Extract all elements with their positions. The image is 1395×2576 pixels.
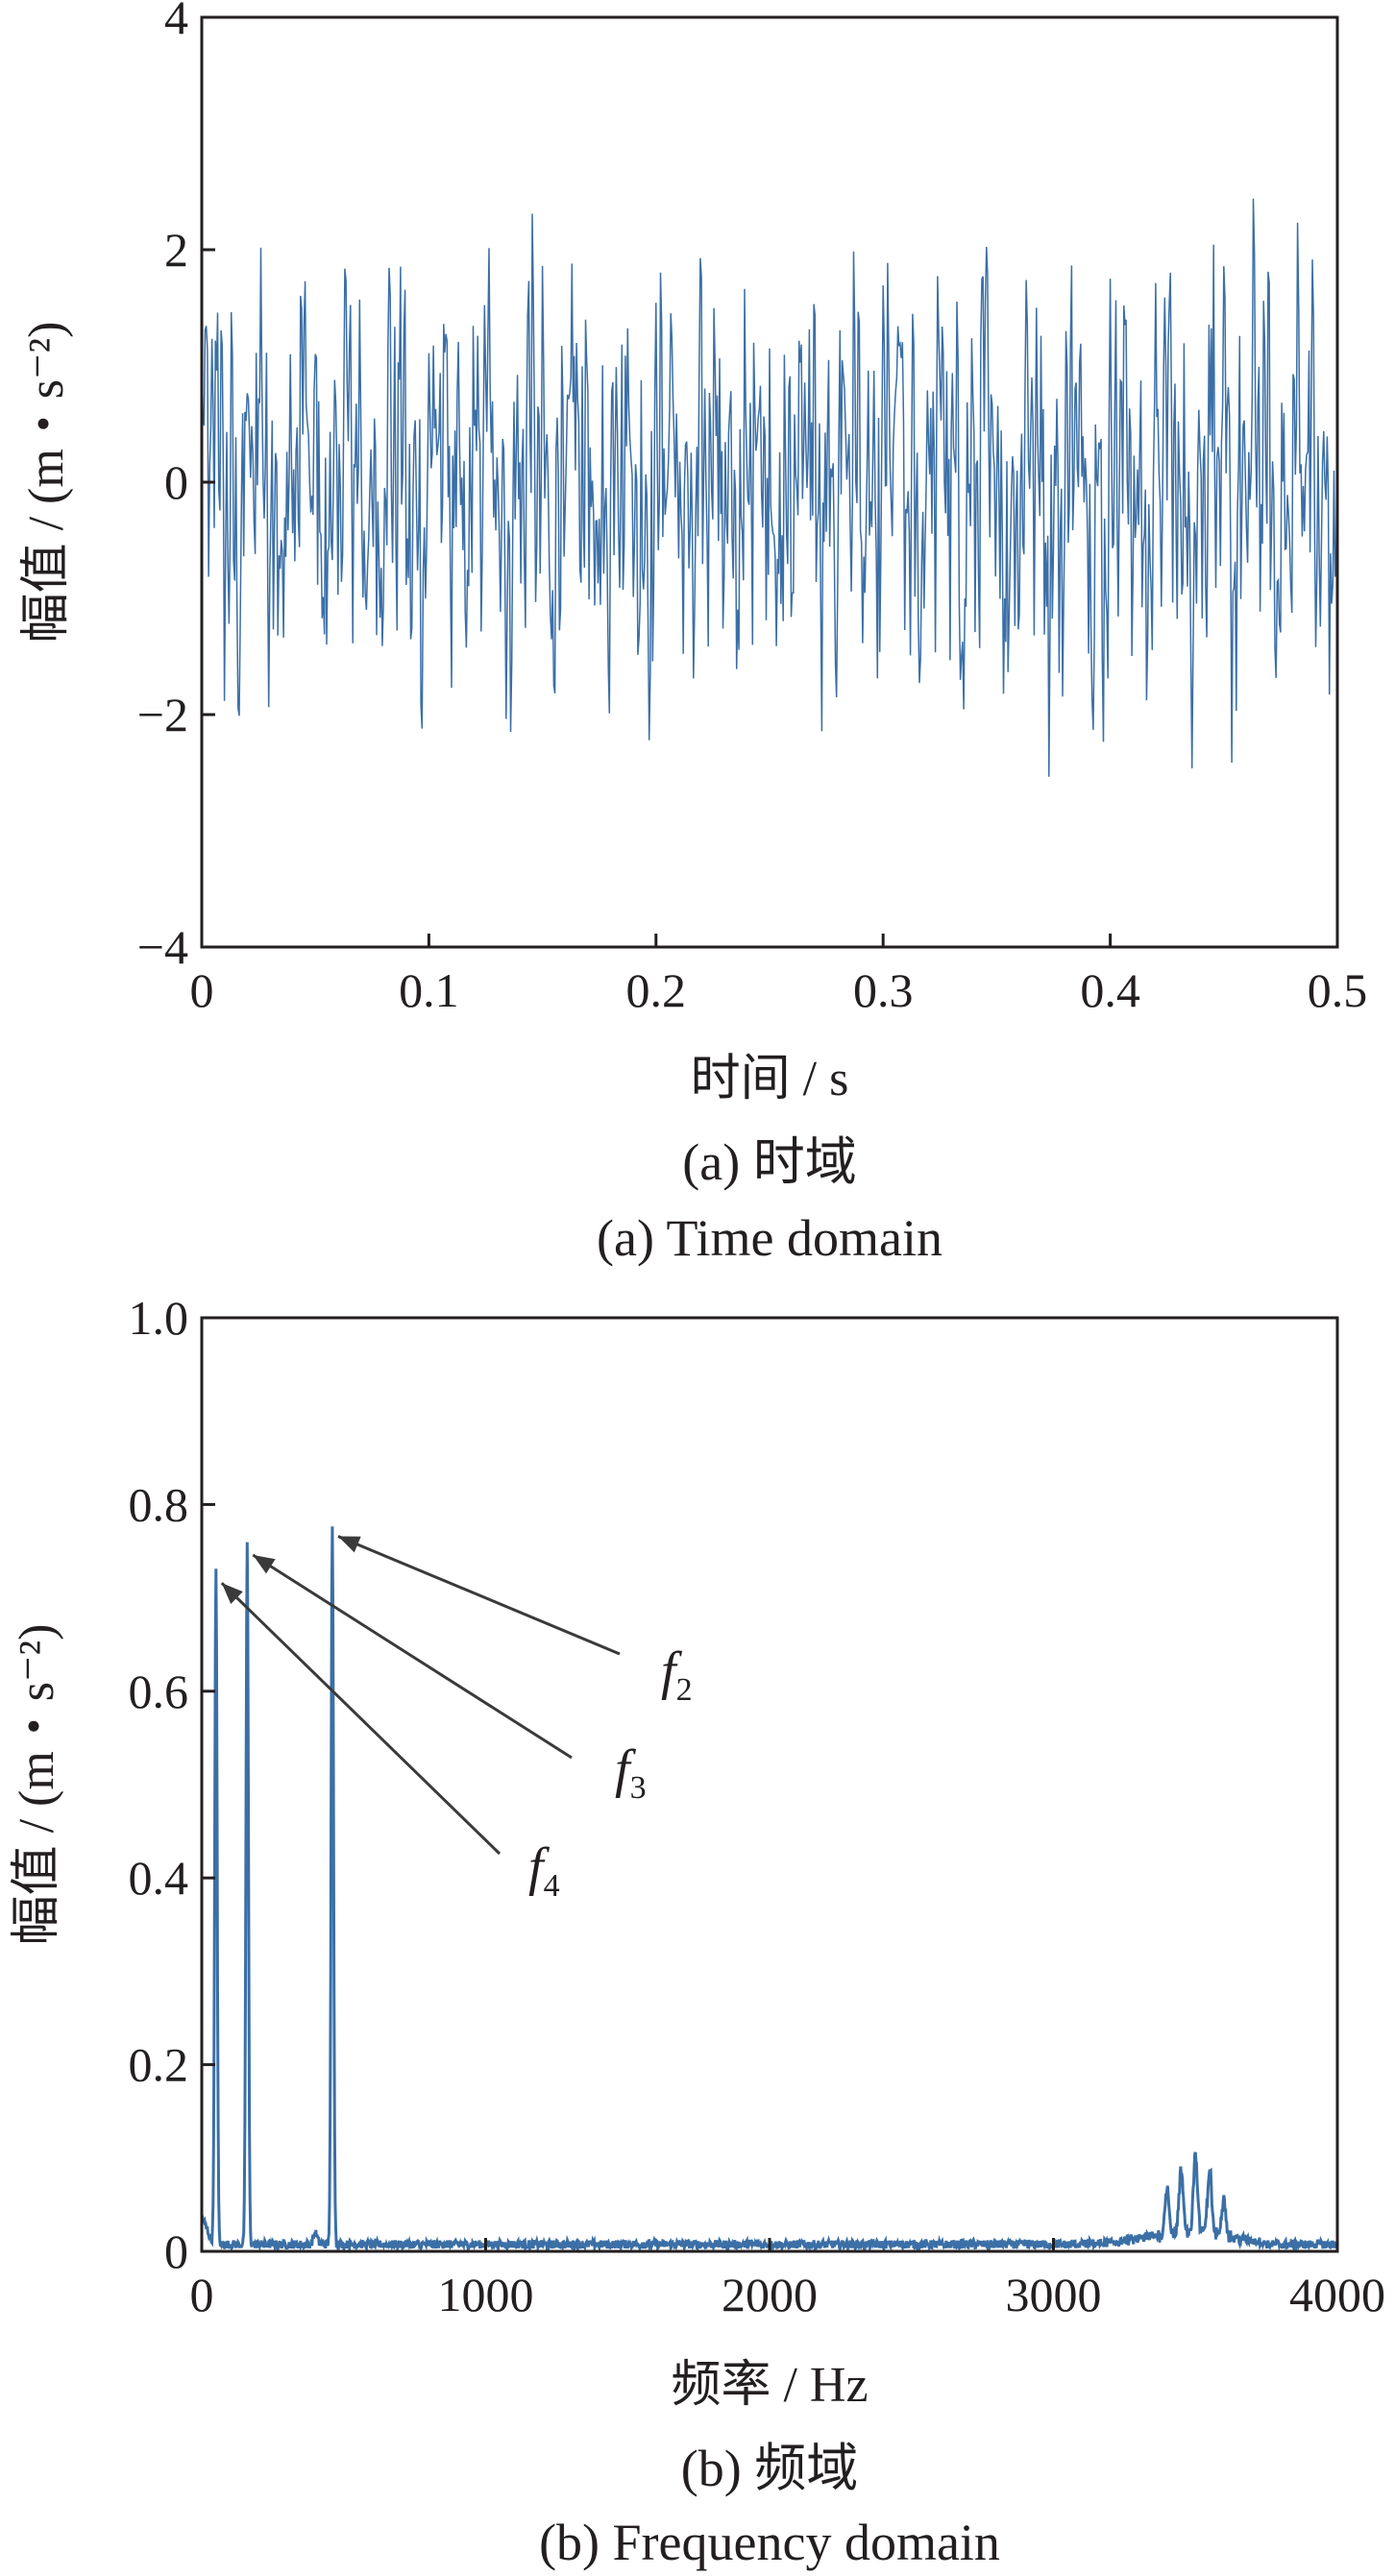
peak-arrow-head [337,1536,361,1553]
y-tick-label: 0.6 [129,1665,189,1718]
peak-label-f2: f2 [661,1641,693,1708]
y-tick-label: −4 [137,920,188,974]
y-tick-label: 0 [164,2224,188,2278]
x-tick-label: 0.4 [1080,963,1140,1017]
peak-arrow [337,1535,621,1656]
x-axis-label: 时间 / s [691,1052,849,1106]
caption-cn: (a) 时域 [682,1133,856,1191]
caption-en: (a) Time domain [597,1209,942,1267]
y-tick-label: 0.4 [129,1851,189,1905]
x-tick-label: 0.1 [399,963,459,1017]
x-axis-label: 频率 / Hz [671,2358,868,2413]
x-tick-label: 0 [190,963,214,1017]
caption-en: (b) Frequency domain [539,2514,1000,2571]
x-tick-label: 0.2 [626,963,687,1017]
axis-ticks: 0 1000 2000 3000 4000 0 0.2 0.4 0.6 0.8 1.0 [129,1291,1386,2321]
peak-arrow [252,1553,573,1760]
x-tick-label: 0 [190,2268,214,2321]
time-domain-chart: 0 0.1 0.2 0.3 0.4 0.5 −4 −2 0 2 4 时间 / s 幅值 / (m・s… [19,0,1367,1267]
y-tick-label: 0.8 [129,1477,189,1531]
y-tick-label: 0.2 [129,2038,189,2092]
y-tick-label: 1.0 [129,1291,189,1345]
plot-frame [200,1316,1339,2253]
peak-label-sub: 4 [544,1868,560,1904]
peak-label-f3: f3 [615,1739,647,1806]
y-tick-label: 2 [164,223,188,277]
peak-arrow [220,1582,502,1856]
x-tick-label: 0.5 [1308,963,1368,1017]
spectrum-line [200,1526,1339,2254]
peak-arrow-head [253,1555,276,1574]
y-axis-label: 幅值 / (m・s⁻²) [19,322,74,644]
x-tick-label: 4000 [1289,2268,1385,2321]
y-tick-label: 4 [164,0,188,44]
x-tick-label: 0.3 [853,963,914,1017]
x-tick-label: 3000 [1006,2268,1102,2321]
frequency-domain-chart: 0 1000 2000 3000 4000 0 0.2 0.4 0.6 0.8 1.0 f4 f3f2… [10,1291,1385,2571]
x-tick-label: 1000 [438,2268,534,2321]
peak-arrow-head [221,1583,243,1604]
peak-label-sub: 3 [630,1770,647,1806]
peak-label-f4: f4 [528,1837,560,1904]
y-axis-label: 幅值 / (m・s⁻²) [10,1624,64,1946]
time-signal-line [201,198,1338,777]
signal-series [201,198,1338,777]
y-tick-label: 0 [164,455,188,509]
peak-label-sub: 2 [676,1672,693,1708]
y-tick-label: −2 [137,688,188,741]
spectrum-series [200,1526,1339,2254]
caption-cn: (b) 频域 [681,2440,858,2497]
axis-ticks: 0 0.1 0.2 0.3 0.4 0.5 −4 −2 0 2 4 [137,0,1367,1017]
x-tick-label: 2000 [722,2268,818,2321]
